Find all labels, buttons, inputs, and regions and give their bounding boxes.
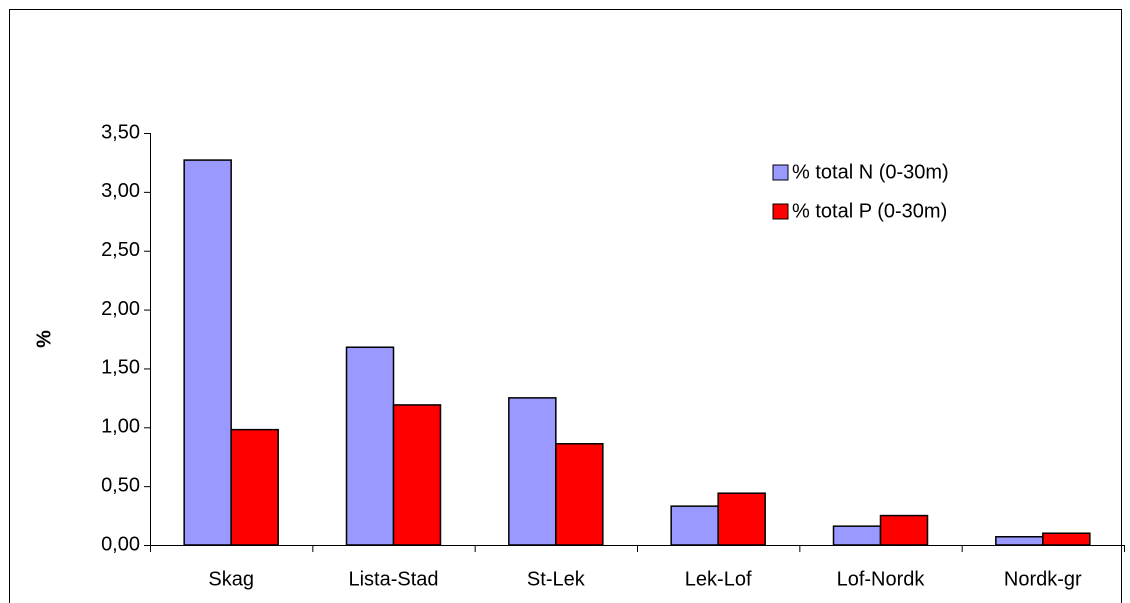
bar <box>508 397 557 546</box>
x-tick-label: Lista-Stad <box>348 568 438 590</box>
legend-swatch <box>772 164 789 181</box>
bar <box>670 505 719 546</box>
y-tick-label: 2,50 <box>101 239 140 261</box>
bar <box>879 514 929 546</box>
bar <box>832 525 882 546</box>
x-tick-label: Nordk-gr <box>1004 568 1082 590</box>
chart-frame <box>9 9 1122 603</box>
y-tick-label: 1,00 <box>101 416 140 438</box>
bar <box>995 536 1044 546</box>
y-tick-label: 0,50 <box>101 474 140 496</box>
bar <box>345 346 395 546</box>
x-tick-label: Lof-Nordk <box>837 568 926 590</box>
y-tick-label: 0,00 <box>101 533 140 555</box>
x-tick-label: St-Lek <box>527 568 586 590</box>
y-tick-label: 3,00 <box>101 180 140 202</box>
bar <box>555 443 604 546</box>
legend-label: % total N (0-30m) <box>792 161 949 183</box>
y-tick-label: 3,50 <box>101 121 140 143</box>
y-axis-label: % <box>33 330 55 348</box>
legend-swatch <box>772 203 789 220</box>
bar <box>183 159 232 546</box>
y-tick-label: 2,00 <box>101 298 140 320</box>
bar <box>230 428 279 546</box>
x-tick-label: Lek-Lof <box>685 568 752 590</box>
bar <box>717 492 766 546</box>
x-tick-label: Skag <box>208 568 254 590</box>
bar <box>1042 532 1091 546</box>
bar <box>392 404 442 546</box>
y-tick-label: 1,50 <box>101 357 140 379</box>
legend-label: % total P (0-30m) <box>792 200 947 222</box>
